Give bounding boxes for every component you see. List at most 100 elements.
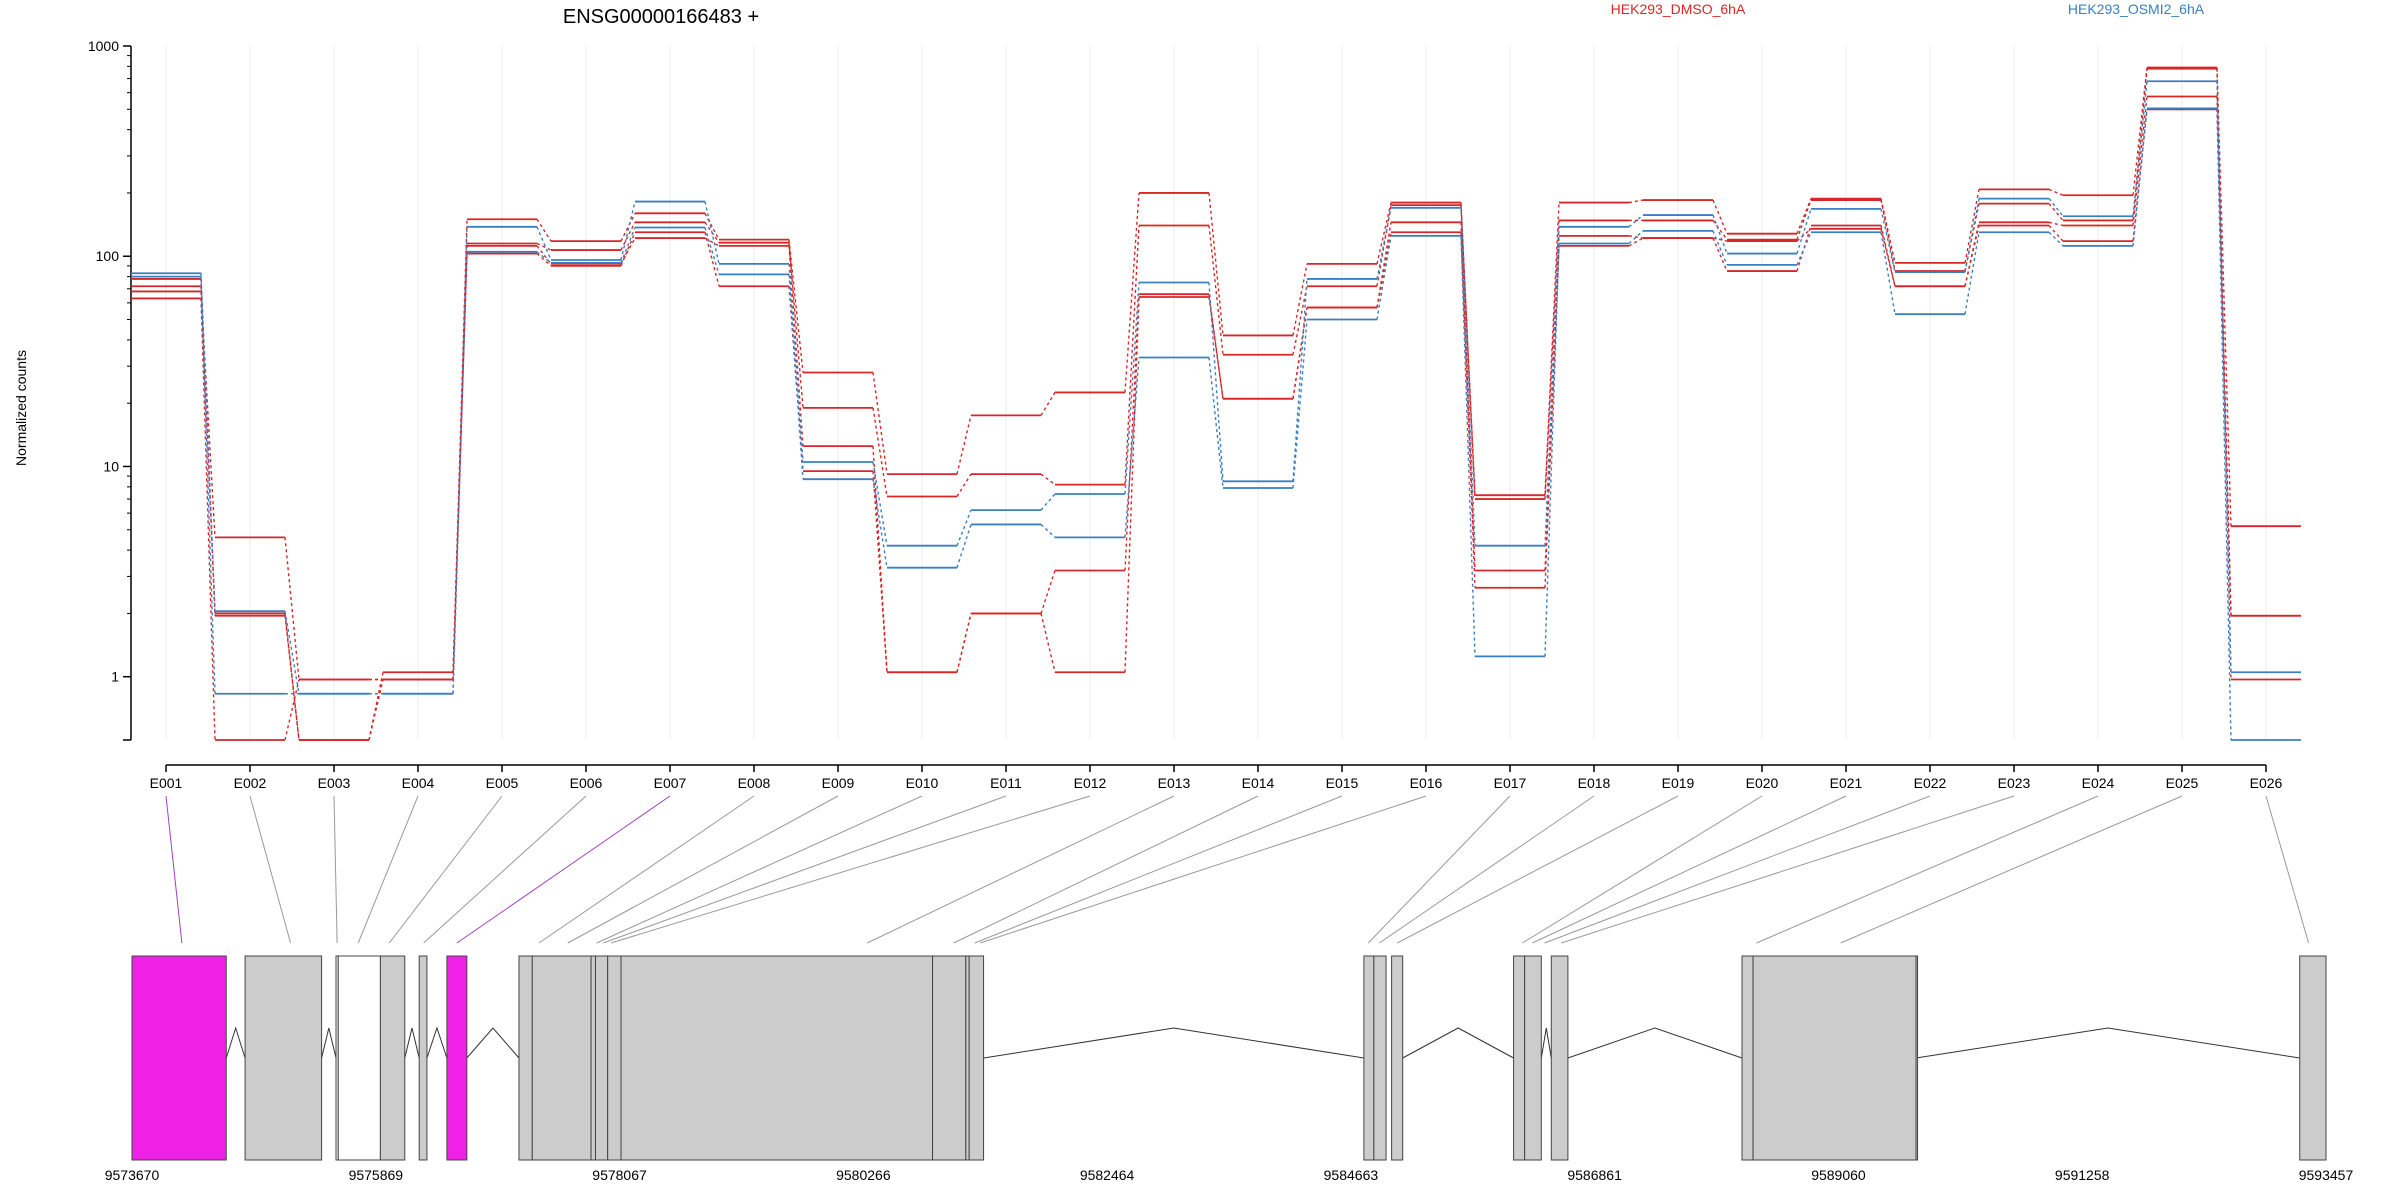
series-connector [1880, 225, 1896, 287]
y-tick-label: 10 [103, 458, 119, 474]
series-connector [1712, 230, 1728, 266]
x-tick-label-E001: E001 [150, 775, 183, 791]
x-tick-label-E017: E017 [1494, 775, 1527, 791]
series-connector [2132, 108, 2148, 246]
series-connector [1628, 199, 1644, 204]
intron [1915, 1027, 2300, 1059]
series-connector [1628, 237, 1644, 247]
exon-E002 [244, 955, 323, 1161]
series-connector [1712, 237, 1728, 242]
genomic-coordinate-axis: 9573670 9575869 9578067 9580266 9582464 95846… [105, 1167, 2354, 1183]
x-tick-label-E003: E003 [318, 775, 351, 791]
exon-E020 [1513, 955, 1526, 1161]
coord-label: 9589060 [1811, 1167, 1866, 1183]
exon-E014 [932, 955, 967, 1161]
connector-E023 [1561, 795, 2015, 944]
series-connector [1040, 613, 1056, 673]
coord-label: 9580266 [836, 1167, 891, 1183]
exon-E024 [1752, 955, 1917, 1161]
x-tick-label-E007: E007 [654, 775, 687, 791]
series-lines [131, 66, 2301, 741]
series-connector [536, 251, 552, 264]
series-connector [2048, 198, 2064, 217]
series-connector [1040, 392, 1056, 416]
series-connector [1376, 202, 1392, 265]
series-connector [956, 613, 972, 673]
connector-E015 [974, 795, 1343, 944]
series-connector [1796, 232, 1812, 266]
series-connector [2132, 68, 2148, 221]
series-connector [1040, 493, 1056, 511]
series-connector [620, 232, 636, 267]
series-connector [1628, 235, 1644, 239]
coord-label: 9575869 [349, 1167, 404, 1183]
exon-connectors [165, 795, 2310, 944]
intron [225, 1026, 246, 1059]
series-connector [620, 237, 636, 265]
series-connector [1880, 208, 1896, 273]
connector-E013 [866, 795, 1175, 944]
series-connector [1712, 214, 1728, 254]
series-connector [1964, 225, 1980, 287]
connector-E022 [1544, 795, 1931, 944]
series-connector [1544, 243, 1560, 657]
connector-E008 [538, 795, 755, 944]
x-tick-label-E015: E015 [1326, 775, 1359, 791]
series-connector [284, 615, 300, 741]
connector-E012 [610, 795, 1091, 944]
x-tick-label-E004: E004 [402, 775, 435, 791]
series-connector [368, 679, 384, 741]
series-connector [1880, 228, 1896, 287]
exon-E005 [379, 955, 406, 1161]
series-connector [872, 461, 888, 546]
series-connector [1040, 523, 1056, 538]
series-connector [704, 201, 720, 265]
connector-E001 [165, 795, 183, 944]
series-connector [1880, 199, 1896, 272]
intron [983, 1027, 1364, 1059]
series-connector [284, 611, 300, 694]
series-connector [1712, 199, 1728, 234]
series-connector [1964, 232, 1980, 315]
series-connector [1796, 208, 1812, 254]
coord-label: 9593457 [2299, 1167, 2354, 1183]
x-tick-label-E021: E021 [1830, 775, 1863, 791]
x-tick-label-E026: E026 [2250, 775, 2283, 791]
series-connector [452, 253, 468, 673]
exon-E001 [131, 955, 227, 1161]
series-connector [788, 263, 804, 463]
series-connector [1292, 263, 1308, 336]
series-connector [1880, 232, 1896, 315]
connector-E004 [357, 795, 419, 944]
series-connector [620, 213, 636, 242]
series-connector [1460, 207, 1476, 546]
exon-E006 [418, 955, 428, 1161]
series-connector [368, 672, 384, 741]
series-connector [788, 239, 804, 373]
exon-E012 [607, 955, 622, 1161]
series-connector [1964, 189, 1980, 263]
connector-E018 [1379, 795, 1595, 944]
series-connector [1292, 319, 1308, 489]
series-connector [200, 298, 216, 741]
series-connector [1376, 207, 1392, 280]
intron [1402, 1027, 1514, 1059]
exon-E009 [531, 955, 592, 1161]
exon-E022 [1550, 955, 1569, 1161]
legend-entry-dmso: HEK293_DMSO_6hA [1611, 1, 1746, 17]
exon-E019 [1391, 955, 1404, 1161]
exon-E018 [1373, 955, 1387, 1161]
series-connector [1376, 235, 1392, 320]
series-connector [1124, 357, 1140, 538]
x-tick-label-E014: E014 [1242, 775, 1275, 791]
series-connector [2216, 108, 2232, 741]
series-connector [788, 242, 804, 408]
series-connector [956, 415, 972, 475]
series-connector [452, 251, 468, 694]
intron [321, 1027, 337, 1059]
x-tick-label-E023: E023 [1998, 775, 2031, 791]
connector-E026 [2265, 795, 2310, 944]
series-connector [2048, 203, 2064, 221]
series-5 [131, 107, 2301, 741]
